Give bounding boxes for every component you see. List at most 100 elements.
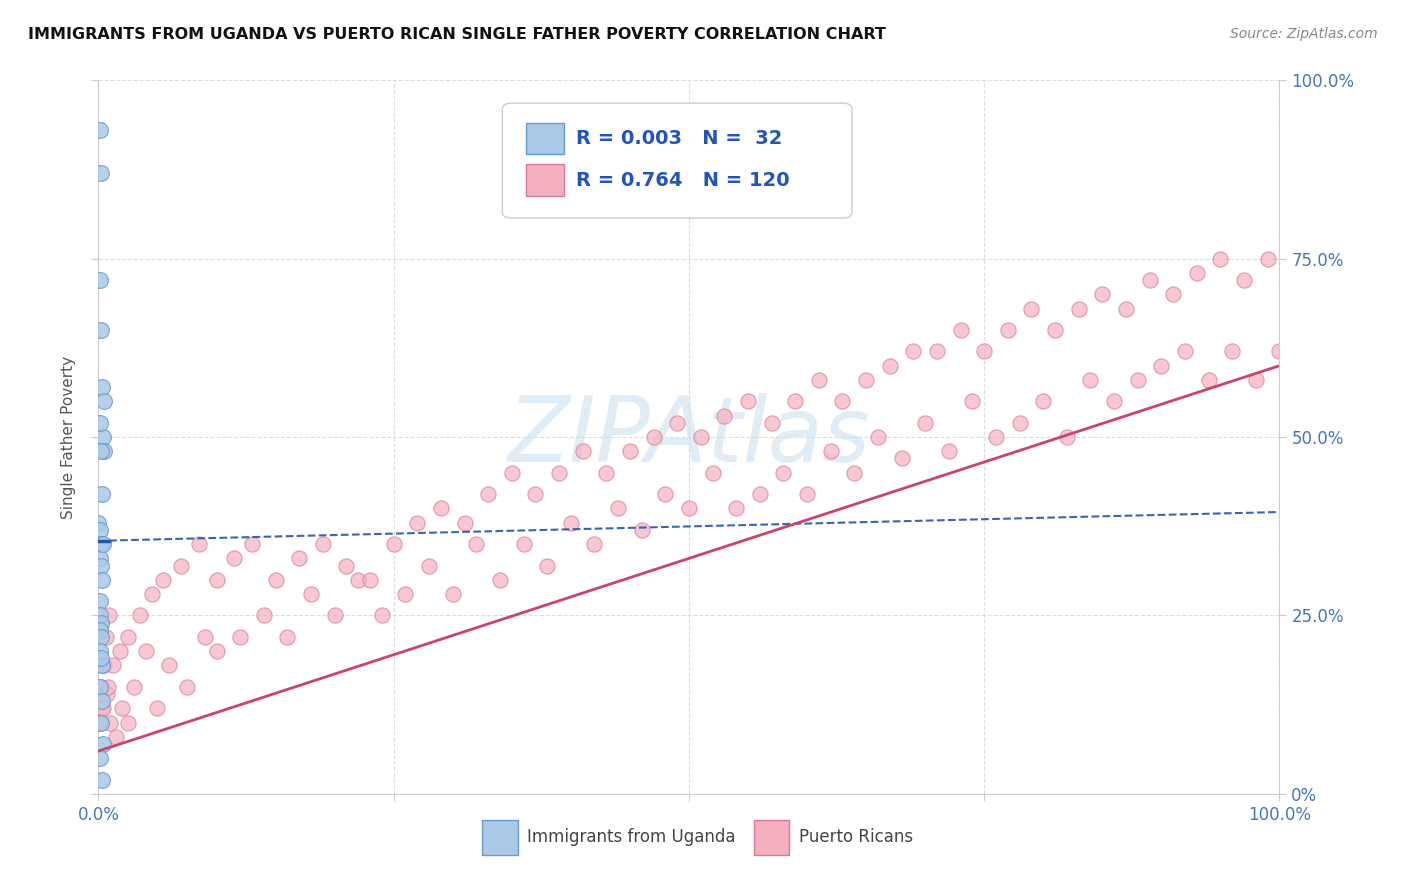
Point — [335, 558, 357, 573]
Point — [925, 344, 948, 359]
Point — [264, 573, 287, 587]
Point — [1244, 373, 1267, 387]
Point — [713, 409, 735, 423]
Point — [96, 687, 118, 701]
Point — [89, 416, 111, 430]
Point — [91, 658, 114, 673]
Point — [117, 630, 139, 644]
Point — [1032, 394, 1054, 409]
Point — [91, 701, 114, 715]
Point — [725, 501, 748, 516]
Point — [89, 523, 111, 537]
Point — [607, 501, 630, 516]
Point — [91, 701, 114, 715]
Point — [866, 430, 889, 444]
Point — [229, 630, 252, 644]
Point — [135, 644, 157, 658]
Point — [93, 394, 115, 409]
Point — [89, 608, 111, 623]
Point — [689, 430, 711, 444]
Point — [146, 701, 169, 715]
Point — [654, 487, 676, 501]
FancyBboxPatch shape — [526, 123, 564, 154]
Point — [1185, 266, 1208, 280]
Point — [91, 537, 114, 551]
Point — [1043, 323, 1066, 337]
Point — [157, 658, 180, 673]
Point — [831, 394, 853, 409]
Point — [105, 730, 128, 744]
Point — [1268, 344, 1291, 359]
Point — [97, 680, 120, 694]
Point — [678, 501, 700, 516]
Point — [630, 523, 652, 537]
Point — [418, 558, 440, 573]
Point — [323, 608, 346, 623]
Point — [1008, 416, 1031, 430]
Point — [1021, 301, 1043, 316]
Point — [855, 373, 877, 387]
Text: Immigrants from Uganda: Immigrants from Uganda — [527, 829, 735, 847]
Point — [89, 594, 111, 608]
Point — [1209, 252, 1232, 266]
Point — [1220, 344, 1243, 359]
Point — [176, 680, 198, 694]
Point — [997, 323, 1019, 337]
Point — [91, 573, 114, 587]
Point — [772, 466, 794, 480]
Point — [90, 615, 112, 630]
FancyBboxPatch shape — [526, 164, 564, 196]
Point — [595, 466, 617, 480]
Point — [89, 680, 111, 694]
Point — [141, 587, 163, 601]
Point — [1115, 301, 1137, 316]
Point — [89, 123, 111, 137]
Point — [512, 537, 534, 551]
Point — [89, 273, 111, 287]
Point — [914, 416, 936, 430]
Point — [89, 644, 111, 658]
Point — [371, 608, 394, 623]
Point — [453, 516, 475, 530]
Point — [276, 630, 298, 644]
Text: R = 0.764   N = 120: R = 0.764 N = 120 — [575, 170, 789, 190]
Point — [117, 715, 139, 730]
Point — [90, 537, 112, 551]
Point — [962, 394, 984, 409]
Point — [194, 630, 217, 644]
Point — [890, 451, 912, 466]
Point — [101, 658, 124, 673]
Point — [205, 644, 228, 658]
Point — [90, 680, 112, 694]
Point — [89, 551, 111, 566]
Point — [1102, 394, 1125, 409]
Point — [87, 516, 110, 530]
Point — [666, 416, 689, 430]
Point — [108, 644, 131, 658]
Point — [1233, 273, 1256, 287]
Point — [938, 444, 960, 458]
Point — [501, 466, 523, 480]
Point — [312, 537, 335, 551]
Point — [785, 394, 807, 409]
Point — [737, 394, 759, 409]
Point — [548, 466, 571, 480]
Point — [240, 537, 263, 551]
Point — [1067, 301, 1090, 316]
Point — [441, 587, 464, 601]
Point — [224, 551, 246, 566]
Point — [288, 551, 311, 566]
Point — [477, 487, 499, 501]
Point — [91, 737, 114, 751]
Point — [152, 573, 174, 587]
Point — [761, 416, 783, 430]
Point — [89, 751, 111, 765]
Point — [187, 537, 209, 551]
Point — [394, 587, 416, 601]
Point — [702, 466, 724, 480]
Point — [347, 573, 370, 587]
Text: ZIPAtlas: ZIPAtlas — [508, 393, 870, 481]
Point — [90, 630, 112, 644]
Point — [1139, 273, 1161, 287]
Point — [90, 166, 112, 180]
